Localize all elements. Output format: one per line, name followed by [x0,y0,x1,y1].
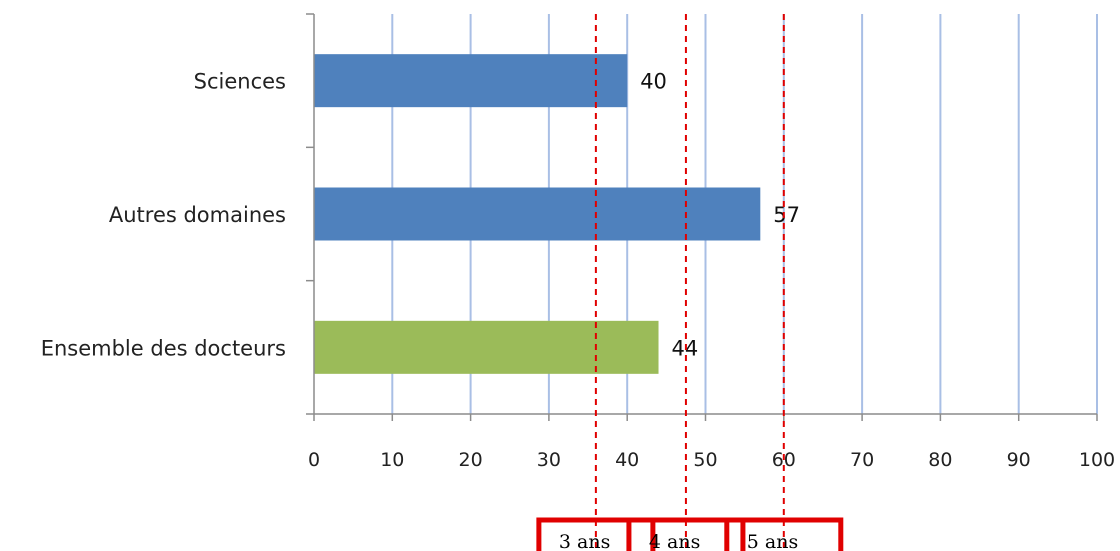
reference-label: 5 ans [747,531,798,551]
bar-autres-domaines [314,187,761,241]
category-labels: Sciences Autres domaines Ensemble des doct… [41,70,286,361]
reference-box-3 [724,517,844,551]
x-tick-label: 10 [380,449,404,471]
value-labels: 40 57 44 [640,70,800,361]
x-tick-label: 20 [459,449,483,471]
x-tick-label: 0 [308,449,320,471]
x-tick-label: 50 [693,449,717,471]
data-label: 40 [640,70,667,94]
x-tick-label: 30 [537,449,561,471]
category-label: Sciences [194,70,286,94]
data-label: 57 [773,203,800,227]
reference-label: 4 ans [649,531,700,551]
data-label: 44 [672,336,699,360]
category-label: Autres domaines [109,203,286,227]
x-tick-label: 80 [928,449,952,471]
x-tick-label: 70 [850,449,874,471]
reference-lines [594,14,785,548]
reference-boxes: 3 ans 4 ans 5 ans [536,517,844,551]
reference-label: 3 ans [559,531,610,551]
axes [306,13,1098,421]
bar-ensemble-des-docteurs [314,320,659,374]
category-label: Ensemble des docteurs [41,336,286,360]
reference-box-2 [626,517,746,551]
x-tick-label: 90 [1007,449,1031,471]
reference-box-1 [536,517,656,551]
x-tick-label: 100 [1079,449,1115,471]
bar-sciences [314,54,628,108]
bars [314,54,761,374]
tick-labels: 0 10 20 30 40 50 60 70 80 90 100 [308,449,1115,471]
x-tick-label: 40 [615,449,639,471]
